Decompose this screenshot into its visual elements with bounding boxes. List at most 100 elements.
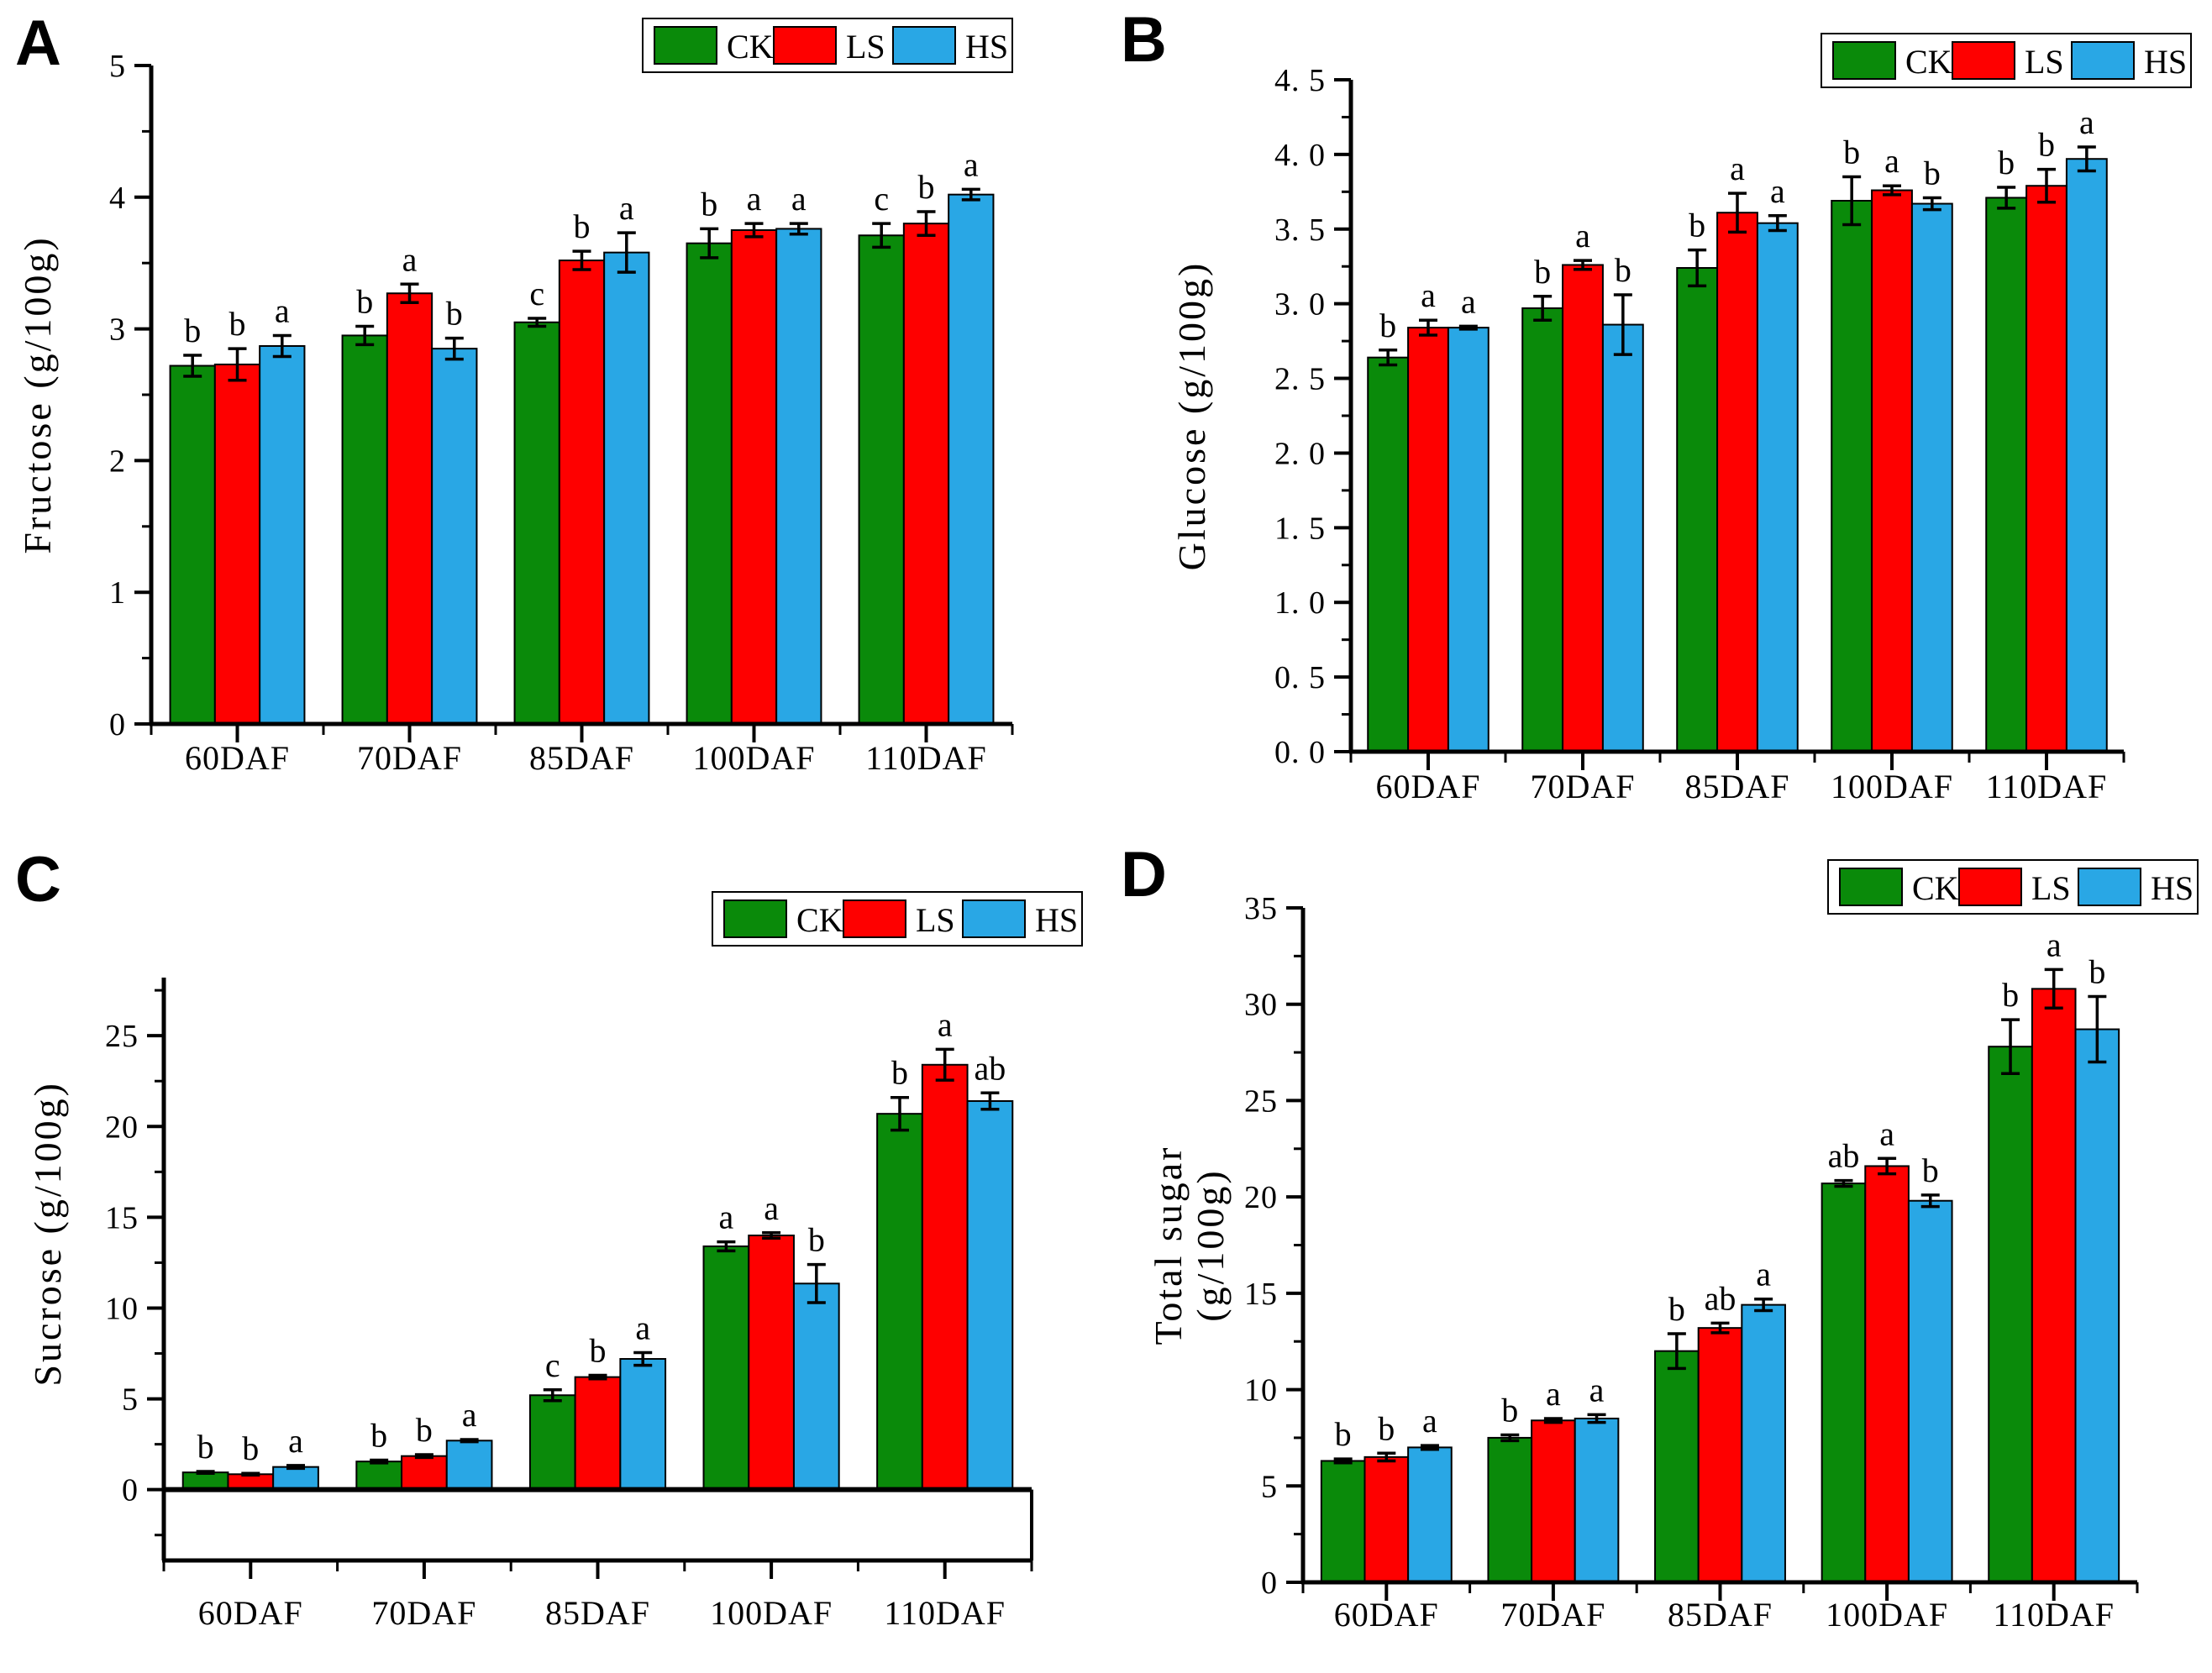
panel-label-b: B <box>1121 4 1167 76</box>
bar-ls-60daf <box>1363 1455 1410 1583</box>
bar-hs-85daf <box>603 251 650 725</box>
sig-letter: b <box>918 168 935 206</box>
y-axis-label: Sucrose (g/100g) <box>26 1081 69 1387</box>
sig-letter: b <box>1379 307 1396 344</box>
y-tick-label: 3. 5 <box>1274 212 1326 248</box>
x-tick-label: 60DAF <box>185 739 290 777</box>
x-tick-label: 60DAF <box>1334 1596 1439 1634</box>
error-bars <box>183 187 980 382</box>
sig-letter: b <box>356 282 373 320</box>
bars <box>181 1063 1014 1491</box>
legend-label-ck: CK <box>1912 869 1959 907</box>
axis-labels: 60DAF 70DAF 85DAF 100DAF 110DAF 0 1 2 3 4 5 <box>109 49 987 777</box>
y-tick-label: 2 <box>109 443 126 479</box>
legend: CK LS HS <box>1827 859 2199 915</box>
sig-letter: a <box>719 1198 734 1236</box>
legend-swatch-hs <box>2071 41 2135 80</box>
sig-letter: a <box>1575 217 1590 254</box>
y-tick-label: 0. 5 <box>1274 660 1326 695</box>
panel-fructose: b b a b a b c b a b a a c b a 60DAF 70DAF 85DAF 100DAF 110D… <box>0 0 1106 836</box>
y-tick-label: 3 <box>109 312 126 348</box>
bars <box>1367 158 2108 753</box>
bar-ck-110daf <box>1985 197 2028 753</box>
x-tick-label: 110DAF <box>865 739 987 777</box>
y-tick-label: 2. 5 <box>1274 362 1326 397</box>
bar-hs-60daf <box>259 344 306 725</box>
sig-letter: a <box>1589 1371 1605 1408</box>
legend-swatch-ck <box>654 26 717 65</box>
axes <box>134 64 1014 742</box>
bar-hs-110daf <box>2074 1028 2120 1584</box>
y-tick-label: 3. 0 <box>1274 287 1326 323</box>
sig-letter: a <box>1884 142 1899 180</box>
bar-ls-110daf <box>921 1063 969 1491</box>
legend: CK LS HS <box>1821 33 2192 88</box>
y-tick-label: 35 <box>1244 891 1278 926</box>
legend-label-hs: HS <box>965 28 1008 66</box>
sig-letter: b <box>2038 126 2055 164</box>
bar-hs-70daf <box>1601 323 1644 753</box>
bar-hs-100daf <box>1910 202 1953 753</box>
legend-swatch-ls <box>773 26 837 65</box>
y-tick-label: 15 <box>1244 1277 1278 1312</box>
sig-letter: a <box>964 145 979 183</box>
panel-sucrose: b b a b b a c b a a a b b a ab 60DAF 70DAF 85DAF 100DAF 110… <box>0 836 1106 1673</box>
sig-letter: b <box>1668 1290 1685 1328</box>
bar-hs-85daf <box>1756 222 1799 753</box>
x-tick-label: 85DAF <box>1668 1596 1773 1634</box>
bar-ck-85daf <box>1654 1350 1700 1584</box>
x-tick-label: 70DAF <box>1500 1596 1605 1634</box>
sig-letter: b <box>1615 251 1631 289</box>
bar-ck-60daf <box>1367 356 1410 753</box>
bar-ck-60daf <box>1320 1460 1366 1584</box>
x-tick-label: 70DAF <box>371 1594 476 1632</box>
sig-letter: a <box>1546 1375 1561 1413</box>
bar-ls-85daf <box>1716 212 1758 753</box>
sig-letter: b <box>891 1054 908 1092</box>
bar-ls-60daf <box>1407 327 1449 753</box>
x-tick-label: 100DAF <box>692 739 815 777</box>
sig-letter: a <box>764 1189 779 1227</box>
sig-letter: b <box>184 312 201 349</box>
y-tick-label: 1. 0 <box>1274 585 1326 621</box>
sig-letter: b <box>701 185 717 223</box>
sig-letter: b <box>1501 1391 1518 1429</box>
sig-letter: ab <box>1828 1137 1860 1175</box>
sig-letter: a <box>1422 1402 1437 1440</box>
y-tick-label: 10 <box>1244 1373 1278 1408</box>
y-tick-label: 4. 0 <box>1274 138 1326 173</box>
bar-ck-70daf <box>1487 1436 1533 1584</box>
sig-letter: b <box>1378 1409 1395 1447</box>
x-tick-label: 60DAF <box>198 1594 303 1632</box>
sig-letter: b <box>242 1429 259 1467</box>
sig-letter: b <box>574 207 591 245</box>
y-tick-label: 1. 5 <box>1274 511 1326 546</box>
sig-letter: b <box>446 295 463 333</box>
y-axis-label: Glucose (g/100g) <box>1170 261 1213 571</box>
error-bars <box>1379 145 2096 367</box>
y-axis-label: Total sugar(g/100g) <box>1147 1145 1232 1345</box>
x-tick-label: 70DAF <box>1530 768 1635 805</box>
sig-letter: b <box>370 1416 387 1454</box>
x-tick-label: 85DAF <box>529 739 634 777</box>
bar-ck-100daf <box>1821 1183 1867 1583</box>
legend-swatch-ck <box>1832 41 1896 80</box>
sig-letter: ab <box>1705 1279 1736 1317</box>
sig-letter: b <box>1924 154 1941 191</box>
bar-hs-100daf <box>775 228 822 725</box>
bar-ck-100daf <box>1831 200 1873 753</box>
sig-letter: a <box>2046 926 2062 963</box>
sig-letter: a <box>1461 282 1476 320</box>
bars <box>169 193 995 726</box>
bar-ck-110daf <box>1988 1046 2033 1583</box>
sig-letter: b <box>1534 253 1551 291</box>
bar-ls-110daf <box>902 223 950 726</box>
panel-label-c: C <box>15 844 61 915</box>
sig-letter: a <box>2079 103 2094 141</box>
y-tick-label: 2. 0 <box>1274 436 1326 471</box>
bar-hs-100daf <box>1907 1199 1953 1583</box>
